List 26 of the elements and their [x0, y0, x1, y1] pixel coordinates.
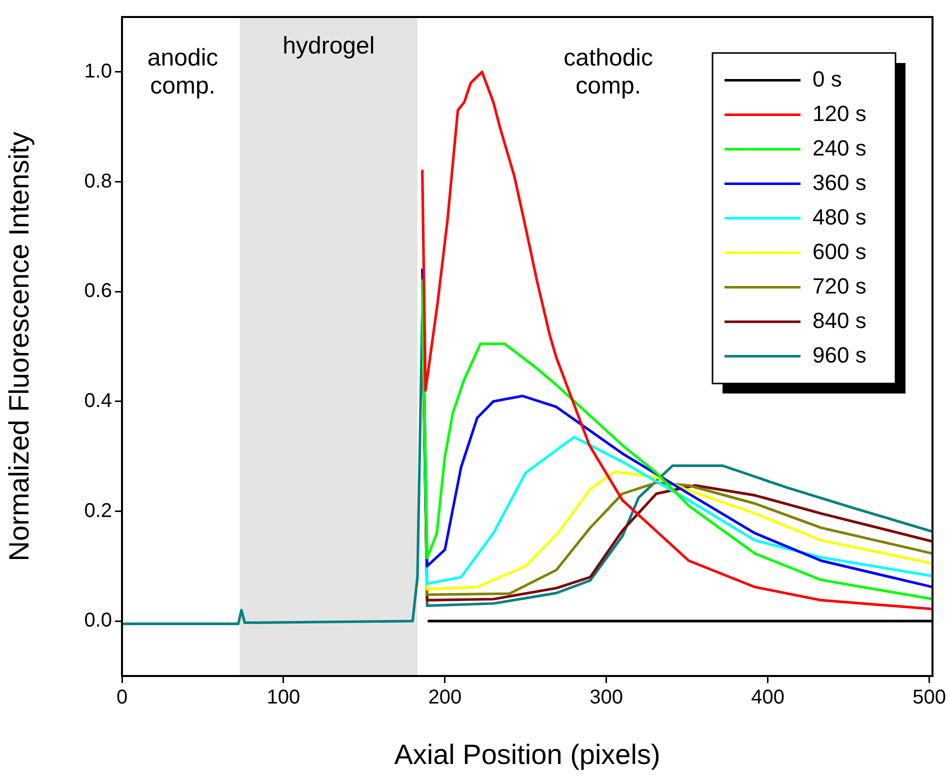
annotation: cathodic comp.: [564, 44, 653, 100]
y-tick-label: 0.8: [84, 170, 112, 192]
legend-label: 120 s: [812, 100, 866, 126]
y-axis-title: Normalized Fluorescence Intensity: [4, 132, 35, 562]
x-tick-label: 300: [590, 686, 624, 709]
y-tick-label: 1.0: [84, 60, 112, 82]
legend-label: 840 s: [812, 308, 866, 333]
legend-label: 480 s: [812, 204, 866, 230]
y-tick-label: 0.2: [84, 500, 112, 522]
band-label: hydrogel: [282, 32, 375, 60]
x-tick-label: 400: [751, 686, 785, 709]
x-tick-label: 500: [912, 686, 946, 709]
legend-label: 720 s: [812, 273, 866, 298]
y-tick-label: 0.0: [84, 610, 112, 632]
y-tick-label: 0.4: [84, 390, 112, 412]
x-tick-label: 0: [116, 686, 128, 709]
legend-label: 240 s: [812, 135, 866, 160]
annotation: anodic comp.: [147, 44, 218, 100]
x-tick-label: 200: [428, 686, 462, 709]
x-axis-title: Axial Position (pixels): [394, 738, 660, 770]
legend-label: 600 s: [812, 238, 866, 264]
x-tick-label: 100: [266, 686, 300, 709]
y-tick-label: 0.6: [84, 280, 112, 302]
legend-label: 360 s: [812, 170, 866, 195]
legend-label: 960 s: [812, 342, 866, 368]
legend-label: 0 s: [812, 66, 842, 92]
